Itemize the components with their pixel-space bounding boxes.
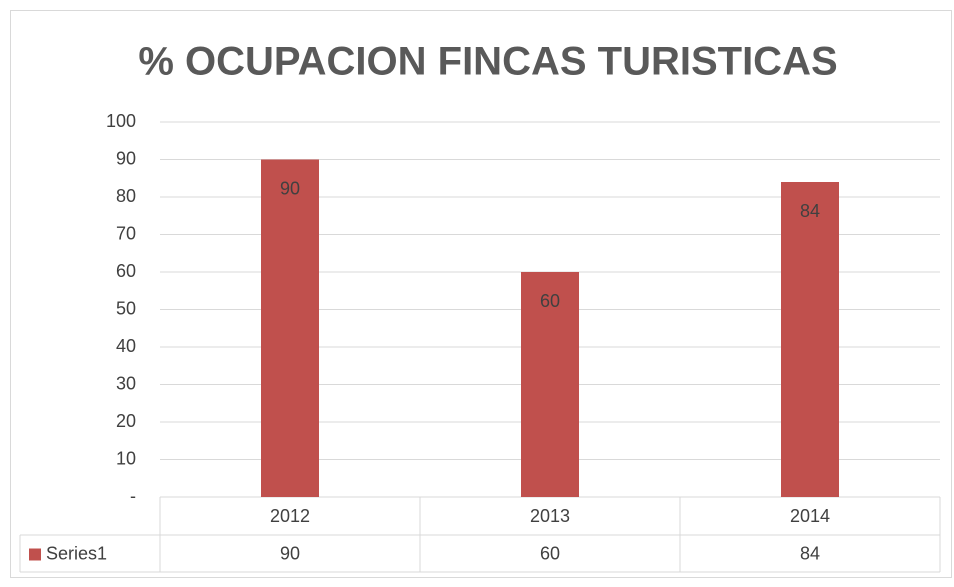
table-value: 90	[280, 543, 300, 563]
y-tick-label: -	[130, 486, 136, 506]
legend-key	[29, 548, 41, 561]
x-tick-label: 2014	[790, 506, 830, 526]
y-tick-label: 30	[116, 373, 136, 393]
data-label: 90	[280, 178, 300, 198]
chart-title: % OCUPACION FINCAS TURISTICAS	[138, 40, 837, 84]
y-tick-label: 100	[106, 111, 136, 131]
y-tick-label: 10	[116, 448, 136, 468]
y-tick-label: 50	[116, 298, 136, 318]
y-tick-label: 90	[116, 148, 136, 168]
x-tick-label: 2012	[270, 506, 310, 526]
table-value: 60	[540, 543, 560, 563]
table-value: 84	[800, 543, 820, 563]
y-tick-label: 60	[116, 261, 136, 281]
y-tick-label: 70	[116, 223, 136, 243]
y-tick-label: 40	[116, 336, 136, 356]
y-tick-label: 80	[116, 186, 136, 206]
y-tick-label: 20	[116, 411, 136, 431]
data-label: 84	[800, 201, 820, 221]
bar	[521, 272, 579, 497]
bar	[261, 159, 319, 497]
bar	[781, 182, 839, 497]
legend-label: Series1	[46, 543, 107, 563]
x-tick-label: 2013	[530, 506, 570, 526]
data-label: 60	[540, 291, 560, 311]
